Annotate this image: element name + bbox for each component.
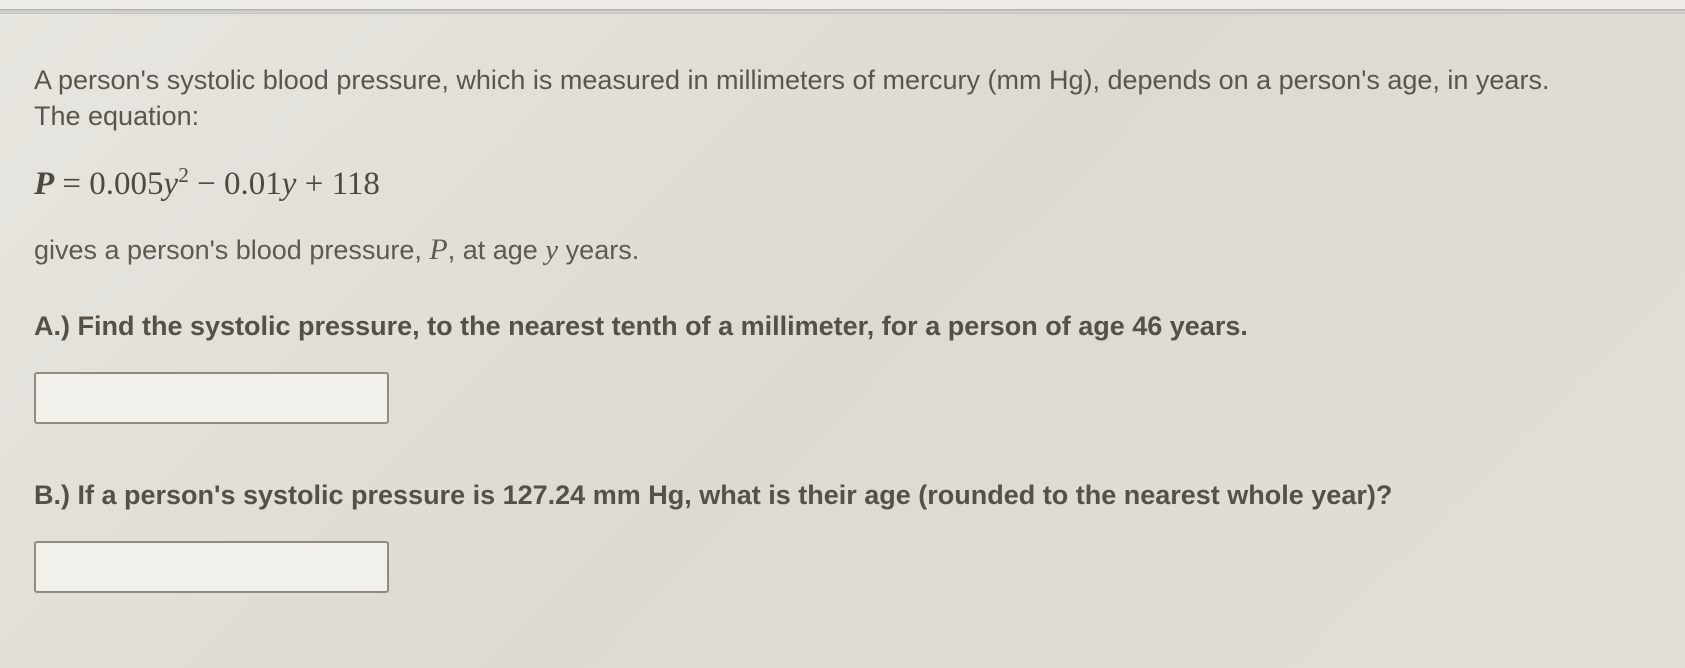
- equation-coef-a: 0.005: [89, 166, 163, 202]
- gives-mid: , at age: [448, 235, 546, 265]
- question-content: A person's systolic blood pressure, whic…: [0, 22, 1685, 639]
- gives-p-var: P: [429, 233, 447, 266]
- gives-pre: gives a person's blood pressure,: [34, 235, 429, 265]
- part-a-text: Find the systolic pressure, to the neare…: [78, 311, 1248, 341]
- equation-lhs-var: P: [34, 166, 54, 202]
- equation-exponent: 2: [178, 163, 189, 187]
- top-divider: [0, 10, 1685, 14]
- equation-var2: y: [282, 166, 297, 202]
- equation-var1: y: [164, 166, 179, 202]
- equation-eq: =: [54, 166, 89, 202]
- equation: P = 0.005y2 − 0.01y + 118: [34, 163, 1651, 203]
- question-page: A person's systolic blood pressure, whic…: [0, 0, 1685, 668]
- part-b-text: If a person's systolic pressure is 127.2…: [78, 480, 1393, 510]
- toolbar-stub: [0, 0, 1685, 10]
- part-b-answer-input[interactable]: [34, 541, 389, 593]
- gives-post: years.: [558, 235, 639, 265]
- equation-coef-b: 0.01: [224, 166, 282, 202]
- equation-plus: +: [296, 166, 331, 202]
- equation-const: 118: [332, 166, 380, 202]
- part-b-question: B.) If a person's systolic pressure is 1…: [34, 480, 1651, 511]
- intro-text: A person's systolic blood pressure, whic…: [34, 62, 1584, 135]
- gives-y-var: y: [545, 234, 558, 266]
- part-a-question: A.) Find the systolic pressure, to the n…: [34, 311, 1651, 342]
- gives-line: gives a person's blood pressure, P, at a…: [34, 233, 1651, 267]
- part-a-label: A.): [34, 311, 78, 341]
- equation-minus: −: [189, 166, 224, 202]
- part-b-label: B.): [34, 480, 78, 510]
- part-a-answer-input[interactable]: [34, 372, 389, 424]
